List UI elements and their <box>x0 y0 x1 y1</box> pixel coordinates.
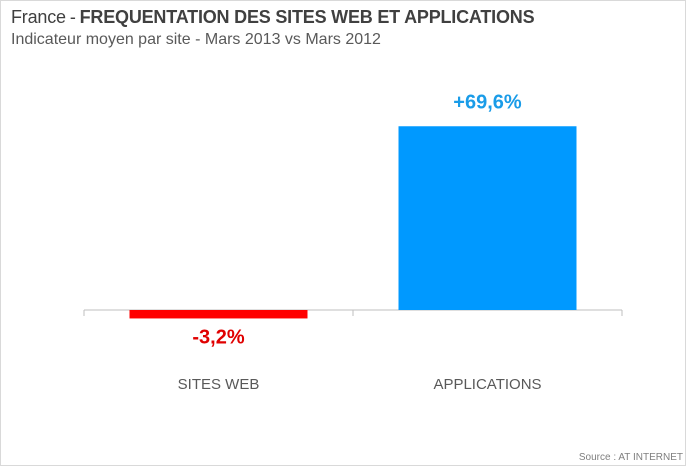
category-label: APPLICATIONS <box>433 376 541 393</box>
title-main: FREQUENTATION DES SITES WEB ET APPLICATI… <box>79 7 535 27</box>
chart-title: France - FREQUENTATION DES SITES WEB ET AP… <box>11 7 535 28</box>
title-country: France <box>11 7 66 27</box>
category-label: SITES WEB <box>178 376 260 393</box>
title-separator: - <box>69 7 76 27</box>
bar-layer <box>129 126 577 319</box>
data-label: -3,2% <box>192 326 244 348</box>
bar-positive <box>398 126 577 310</box>
data-label: +69,6% <box>453 91 522 113</box>
label-layer: -3,2% SITES WEB +69,6% APPLICATIONS <box>178 91 542 393</box>
source-note: Source : AT INTERNET <box>578 452 683 463</box>
bar-negative <box>129 310 308 319</box>
chart-subtitle: Indicateur moyen par site - Mars 2013 vs… <box>11 31 381 48</box>
